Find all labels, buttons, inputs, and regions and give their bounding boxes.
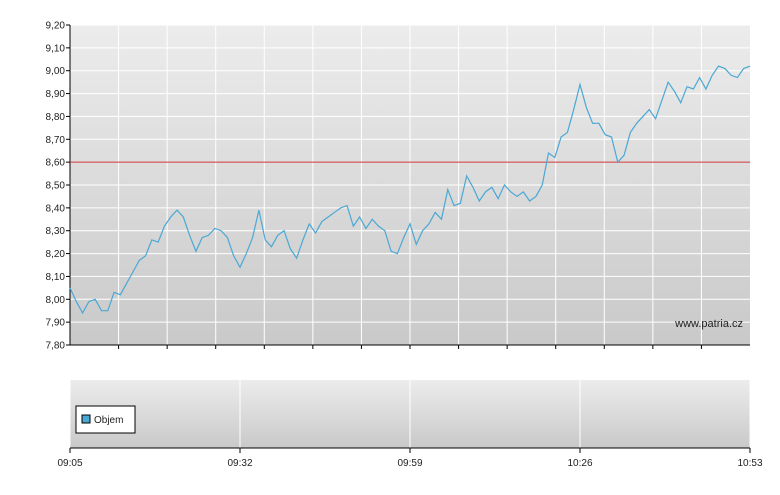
x-tick-label: 09:59 xyxy=(397,458,422,469)
legend-label: Objem xyxy=(94,415,123,426)
y-tick-label: 9,00 xyxy=(46,66,66,77)
y-tick-label: 8,70 xyxy=(46,135,66,146)
x-tick-label: 09:32 xyxy=(227,458,252,469)
y-tick-label: 8,40 xyxy=(46,203,66,214)
y-tick-label: 8,10 xyxy=(46,272,66,283)
y-tick-label: 8,00 xyxy=(46,295,66,306)
y-tick-label: 7,80 xyxy=(46,341,66,352)
legend-swatch xyxy=(81,414,91,424)
x-tick-label: 10:53 xyxy=(737,458,762,469)
y-tick-label: 7,90 xyxy=(46,318,66,329)
y-tick-label: 9,10 xyxy=(46,43,66,54)
y-tick-label: 8,90 xyxy=(46,89,66,100)
y-tick-label: 8,80 xyxy=(46,112,66,123)
x-tick-label: 09:05 xyxy=(57,458,82,469)
y-tick-label: 9,20 xyxy=(46,21,66,32)
price-line xyxy=(69,65,751,315)
y-tick-label: 8,30 xyxy=(46,226,66,237)
y-tick-label: 8,20 xyxy=(46,249,66,260)
y-tick-label: 8,50 xyxy=(46,181,66,192)
legend-box xyxy=(75,405,136,434)
watermark: www.patria.cz xyxy=(674,318,743,330)
x-tick-label: 10:26 xyxy=(567,458,592,469)
y-tick-label: 8,60 xyxy=(46,158,66,169)
